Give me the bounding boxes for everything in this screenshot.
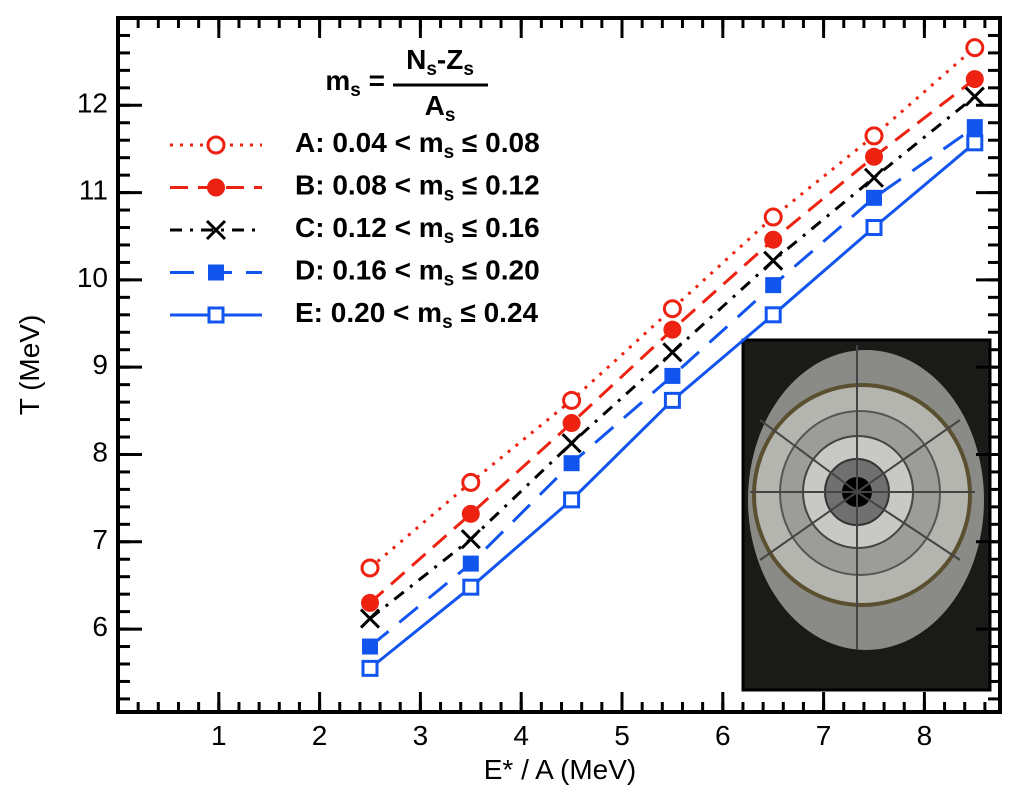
series [360, 38, 985, 578]
marker [562, 390, 582, 410]
legend-label: D: 0.16 < ms ≤ 0.20 [295, 255, 540, 291]
legend-label: A: 0.04 < ms ≤ 0.08 [295, 127, 540, 163]
marker [360, 558, 380, 578]
marker [966, 134, 984, 152]
x-tick-label: 2 [312, 720, 328, 751]
series [361, 134, 984, 677]
marker [866, 189, 882, 206]
marker [461, 504, 480, 523]
formula-numerator: Ns-Zs [406, 44, 474, 80]
legend-label: B: 0.08 < ms ≤ 0.12 [295, 170, 540, 206]
formula-denominator: As [425, 90, 456, 126]
marker [663, 320, 682, 339]
y-tick-label: 11 [79, 175, 108, 206]
marker [460, 529, 481, 550]
marker [965, 38, 985, 58]
marker [865, 219, 883, 237]
legend-marker [207, 178, 225, 197]
x-tick-label: 6 [715, 720, 731, 751]
marker [763, 250, 784, 271]
marker [663, 391, 681, 409]
marker [462, 578, 480, 596]
series [361, 70, 984, 612]
marker [864, 126, 884, 146]
marker [563, 455, 580, 472]
x-tick-label: 3 [413, 720, 429, 751]
legend-marker [206, 135, 226, 155]
x-tick-label: 7 [816, 720, 832, 751]
marker [462, 555, 479, 572]
legend-marker [207, 306, 225, 324]
marker [361, 593, 379, 612]
legend-marker [205, 219, 227, 241]
formula-lhs: ms = [325, 65, 385, 101]
y-tick-label: 10 [77, 262, 108, 293]
y-tick-label: 7 [92, 524, 108, 555]
y-tick-label: 8 [92, 437, 108, 468]
marker [966, 119, 983, 136]
inset-photo [741, 338, 992, 692]
marker [662, 299, 682, 319]
formula: ms = Ns-Zs As [325, 44, 488, 126]
marker [965, 70, 984, 89]
x-tick-label: 4 [513, 720, 529, 751]
marker [964, 86, 985, 107]
x-tick-label: 1 [211, 720, 227, 751]
x-tick-label: 5 [614, 720, 630, 751]
y-axis-label: T (MeV) [14, 315, 45, 416]
y-tick-label: 6 [92, 611, 108, 642]
marker [561, 433, 582, 454]
legend-label: E: 0.20 < ms ≤ 0.24 [295, 297, 539, 333]
legend-label: C: 0.12 < ms ≤ 0.16 [295, 212, 540, 248]
marker [563, 491, 581, 509]
marker [765, 277, 782, 294]
marker [362, 638, 378, 655]
plot-frame [116, 16, 1002, 714]
marker [865, 147, 883, 166]
marker [361, 659, 379, 677]
marker [461, 472, 481, 492]
x-tick-label: 8 [917, 720, 933, 751]
series [362, 119, 983, 655]
y-tick-label: 9 [92, 350, 108, 381]
series [359, 86, 985, 629]
marker [664, 367, 681, 384]
marker [359, 608, 381, 629]
x-axis-label: E* / A (MeV) [484, 754, 637, 785]
marker [662, 342, 683, 363]
marker [562, 414, 581, 433]
marker [764, 230, 783, 249]
marker [763, 207, 783, 227]
marker [863, 167, 885, 188]
legend-marker [208, 264, 224, 281]
y-tick-label: 12 [77, 88, 108, 119]
marker [764, 306, 782, 324]
